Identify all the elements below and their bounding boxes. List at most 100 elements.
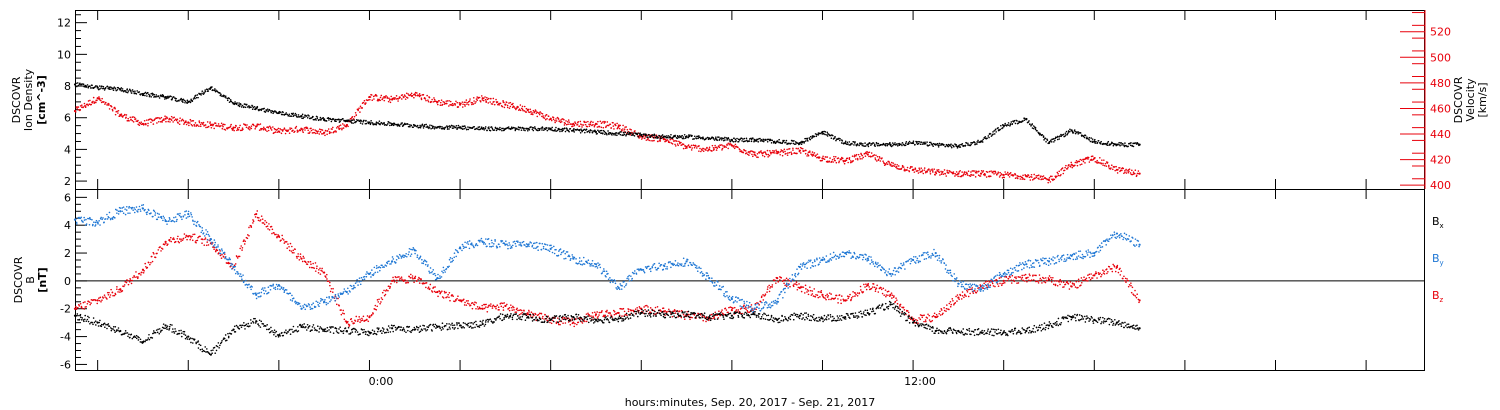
data-point: [538, 113, 541, 116]
data-point: [1100, 140, 1102, 143]
data-point: [550, 128, 552, 131]
data-point: [943, 169, 946, 171]
data-point: [420, 278, 422, 280]
data-point: [148, 94, 151, 97]
data-point: [75, 308, 78, 310]
data-point: [769, 287, 771, 289]
data-point: [74, 218, 77, 221]
data-point: [927, 313, 929, 316]
data-point: [626, 314, 628, 317]
data-point: [523, 110, 526, 112]
data-point: [134, 118, 137, 120]
data-point: [278, 110, 281, 113]
data-point: [723, 313, 725, 316]
data-point: [862, 143, 864, 145]
data-point: [258, 129, 261, 131]
data-point: [116, 88, 119, 91]
data-point: [457, 124, 460, 127]
data-point: [705, 137, 708, 140]
data-point: [530, 110, 532, 113]
data-point: [143, 119, 146, 122]
data-point: [1022, 120, 1024, 122]
data-point: [528, 111, 531, 114]
data-point: [301, 260, 304, 263]
data-point: [901, 144, 903, 147]
data-point: [272, 126, 274, 128]
data-point: [876, 284, 878, 287]
data-point: [178, 100, 180, 102]
data-point: [601, 121, 604, 123]
data-point: [996, 283, 999, 285]
data-point: [644, 135, 647, 138]
data-point: [567, 321, 570, 323]
data-point: [693, 135, 696, 138]
data-point: [788, 151, 791, 154]
data-point: [1010, 279, 1013, 282]
data-point: [619, 133, 622, 136]
data-point: [1039, 133, 1042, 135]
data-point: [376, 122, 378, 124]
data-point: [130, 118, 132, 121]
data-point: [574, 122, 577, 125]
data-point: [269, 110, 272, 112]
data-point: [600, 311, 603, 313]
data-point: [541, 129, 543, 131]
data-point: [770, 152, 772, 155]
data-point: [1131, 173, 1133, 176]
data-point: [875, 154, 877, 157]
data-point: [309, 131, 311, 133]
data-point: [467, 128, 470, 131]
data-point: [104, 296, 106, 298]
data-point: [746, 139, 748, 142]
data-point: [127, 117, 129, 120]
data-point: [229, 262, 231, 265]
data-point: [936, 142, 939, 145]
data-point: [448, 296, 450, 299]
data-point: [872, 142, 875, 144]
data-point: [985, 176, 988, 178]
data-point: [764, 293, 767, 296]
data-point: [1127, 169, 1130, 171]
data-point: [837, 157, 840, 159]
data-point: [950, 146, 953, 149]
data-point: [248, 226, 250, 229]
data-point: [856, 294, 859, 297]
data-point: [113, 86, 116, 88]
data-point: [809, 289, 812, 292]
data-point: [648, 139, 651, 142]
data-point: [819, 296, 821, 298]
data-point: [285, 240, 288, 243]
data-point: [409, 277, 412, 279]
data-point: [380, 94, 383, 97]
data-point: [121, 290, 124, 292]
data-point: [425, 286, 427, 289]
data-point: [677, 144, 679, 147]
data-point: [244, 103, 246, 105]
data-point: [307, 129, 309, 132]
data-point: [224, 129, 227, 131]
data-point: [428, 127, 430, 130]
data-point: [538, 112, 540, 114]
data-point: [119, 291, 121, 293]
data-point: [825, 134, 828, 136]
data-point: [332, 287, 334, 290]
data-point: [241, 104, 244, 107]
data-point: [744, 150, 747, 152]
data-point: [131, 89, 134, 91]
data-point: [652, 134, 654, 137]
data-point: [870, 144, 872, 146]
data-point: [297, 255, 299, 258]
data-point: [375, 309, 378, 311]
data-point: [1115, 265, 1119, 269]
data-point: [1003, 176, 1006, 179]
data-point: [1014, 173, 1017, 176]
data-point: [290, 250, 293, 252]
data-point: [851, 143, 853, 145]
data-point: [242, 240, 245, 243]
data-point: [506, 303, 508, 306]
data-point: [1119, 274, 1122, 276]
data-point: [1055, 176, 1057, 179]
data-point: [1041, 175, 1044, 178]
data-point: [499, 126, 501, 129]
